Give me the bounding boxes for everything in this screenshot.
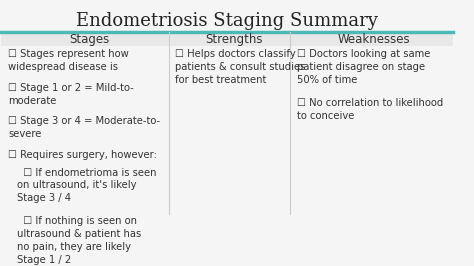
Text: ☐ Helps doctors classify
patients & consult studies
for best treatment: ☐ Helps doctors classify patients & cons… (175, 49, 306, 85)
Text: ☐ Requires surgery, however:: ☐ Requires surgery, however: (8, 149, 157, 160)
Text: ☐ If endometrioma is seen
on ultrasound, it's likely
Stage 3 / 4: ☐ If endometrioma is seen on ultrasound,… (17, 168, 157, 203)
Text: Endometriosis Staging Summary: Endometriosis Staging Summary (76, 12, 378, 30)
Text: ☐ Stages represent how
widespread disease is: ☐ Stages represent how widespread diseas… (8, 49, 129, 72)
Text: Weaknesses: Weaknesses (338, 33, 410, 46)
Text: Strengths: Strengths (205, 33, 263, 46)
Text: ☐ Doctors looking at same
patient disagree on stage
50% of time: ☐ Doctors looking at same patient disagr… (297, 49, 431, 85)
Text: ☐ If nothing is seen on
ultrasound & patient has
no pain, they are likely
Stage : ☐ If nothing is seen on ultrasound & pat… (17, 216, 141, 265)
Text: Stages: Stages (69, 33, 109, 46)
FancyBboxPatch shape (1, 32, 453, 46)
Text: ☐ Stage 1 or 2 = Mild-to-
moderate: ☐ Stage 1 or 2 = Mild-to- moderate (8, 83, 134, 106)
Text: ☐ Stage 3 or 4 = Moderate-to-
severe: ☐ Stage 3 or 4 = Moderate-to- severe (8, 116, 160, 139)
Text: ☐ No correlation to likelihood
to conceive: ☐ No correlation to likelihood to concei… (297, 98, 444, 121)
